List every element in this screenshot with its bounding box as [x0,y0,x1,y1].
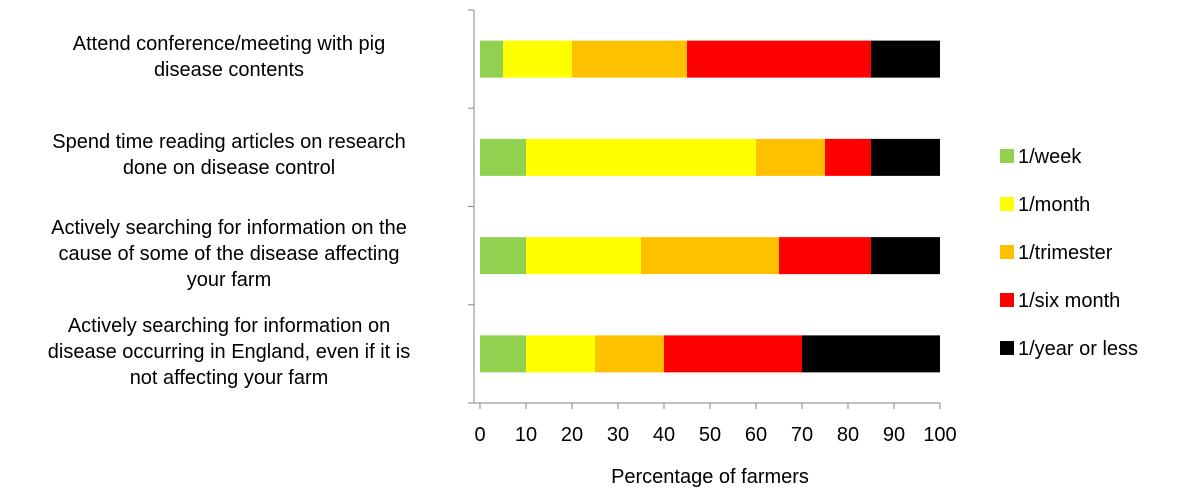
bar-segment [779,237,871,275]
x-tick-label: 80 [837,424,859,446]
bar-segment [526,138,756,176]
category-label: Actively searching for information on th… [51,216,407,291]
x-tick-label: 100 [923,424,956,446]
bar-segment [572,40,687,78]
bar-segment [871,40,940,78]
category-label: Actively searching for information on di… [47,314,411,389]
legend: 1/week 1/month 1/trimester 1/six month 1/yea… [1000,146,1138,360]
x-axis-label: Percentage of farmers [611,466,809,488]
legend-label: 1/month [1018,194,1090,216]
bar-segment [480,40,503,78]
bar-segment [503,40,572,78]
x-tick-label: 40 [653,424,675,446]
bar-segment [802,335,940,373]
bar-segment [871,237,940,275]
bar-segment [526,335,595,373]
bar-segment [526,237,641,275]
legend-swatch [1000,341,1014,355]
x-tick-label: 90 [883,424,905,446]
legend-swatch [1000,245,1014,259]
bar-segment [480,335,526,373]
bar-segment [825,138,871,176]
bar-segment [480,237,526,275]
bars-group [480,40,940,373]
x-tick-label: 50 [699,424,721,446]
category-label: Attend conference/meeting with pig disea… [72,33,386,82]
x-tick-label: 70 [791,424,813,446]
x-tick-label: 60 [745,424,767,446]
legend-swatch [1000,197,1014,211]
bar-segment [756,138,825,176]
bar-segment [687,40,871,78]
x-tick-label: 30 [607,424,629,446]
category-label: Spend time reading articles on research … [52,131,406,180]
x-tick-label: 10 [515,424,537,446]
bar-segment [871,138,940,176]
x-tick-label: 20 [561,424,583,446]
bar-segment [664,335,802,373]
bar-segment [641,237,779,275]
legend-label: 1/trimester [1018,242,1113,264]
legend-swatch [1000,293,1014,307]
legend-label: 1/week [1018,146,1082,168]
x-tick-label: 0 [474,424,485,446]
legend-label: 1/six month [1018,290,1120,312]
x-tick-labels: 0 10 20 30 40 50 60 70 80 90 100 [474,424,956,446]
bar-segment [595,335,664,373]
legend-swatch [1000,149,1014,163]
legend-label: 1/year or less [1018,338,1138,360]
axes-group [468,9,941,409]
bar-segment [480,138,526,176]
